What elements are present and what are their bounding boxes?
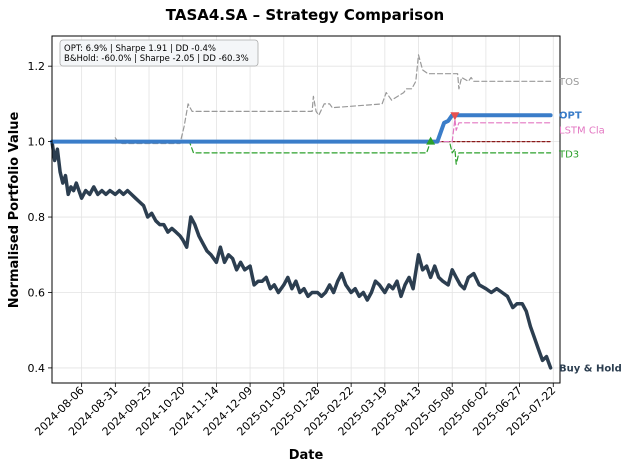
y-axis: 0.4 0.6 0.8 1.0 1.2	[28, 60, 52, 375]
y-tick-label: 1.0	[28, 136, 46, 149]
y-axis-label: Normalised Portfolio Value	[7, 112, 22, 309]
y-tick-label: 0.6	[28, 286, 46, 299]
series-line-lstm-cla	[51, 118, 552, 143]
series-line-td3	[51, 141, 552, 165]
plot-frame	[51, 35, 561, 384]
series-layer	[50, 54, 553, 370]
end-label-buy-hold: Buy & Hold	[559, 363, 622, 374]
series-line-opt	[50, 113, 553, 144]
stats-line-buyhold: B&Hold: -60.0% | Sharpe -2.05 | DD -60.3…	[64, 54, 249, 64]
end-label-tos: TOS	[558, 77, 579, 88]
marker-triangle-up	[426, 136, 436, 145]
end-label-lstm-cla: LSTM Cla	[559, 125, 605, 136]
chart-title: TASA4.SA – Strategy Comparison	[166, 6, 444, 24]
y-tick-label: 0.4	[28, 362, 46, 375]
grid	[52, 36, 560, 383]
end-label-opt: OPT	[559, 111, 582, 122]
end-labels: Buy & Hold OPT TOS LSTM Cla TD3	[558, 77, 622, 375]
end-label-td3: TD3	[558, 149, 579, 160]
stats-line-opt: OPT: 6.9% | Sharpe 1.91 | DD -0.4%	[64, 44, 216, 54]
marker-triangle-down	[450, 112, 460, 121]
series-line-buy-hold	[50, 139, 553, 370]
stats-annotation-box	[59, 39, 259, 67]
y-tick-label: 1.2	[28, 60, 46, 73]
x-axis-label: Date	[289, 448, 324, 463]
x-axis: 2024-08-062024-08-312024-09-252024-10-20…	[32, 383, 558, 438]
stats-annotation: OPT: 6.9% | Sharpe 1.91 | DD -0.4% B&Hol…	[59, 39, 259, 67]
y-tick-label: 0.8	[28, 211, 46, 224]
series-line-tos	[114, 54, 552, 145]
markers-layer	[426, 112, 460, 145]
